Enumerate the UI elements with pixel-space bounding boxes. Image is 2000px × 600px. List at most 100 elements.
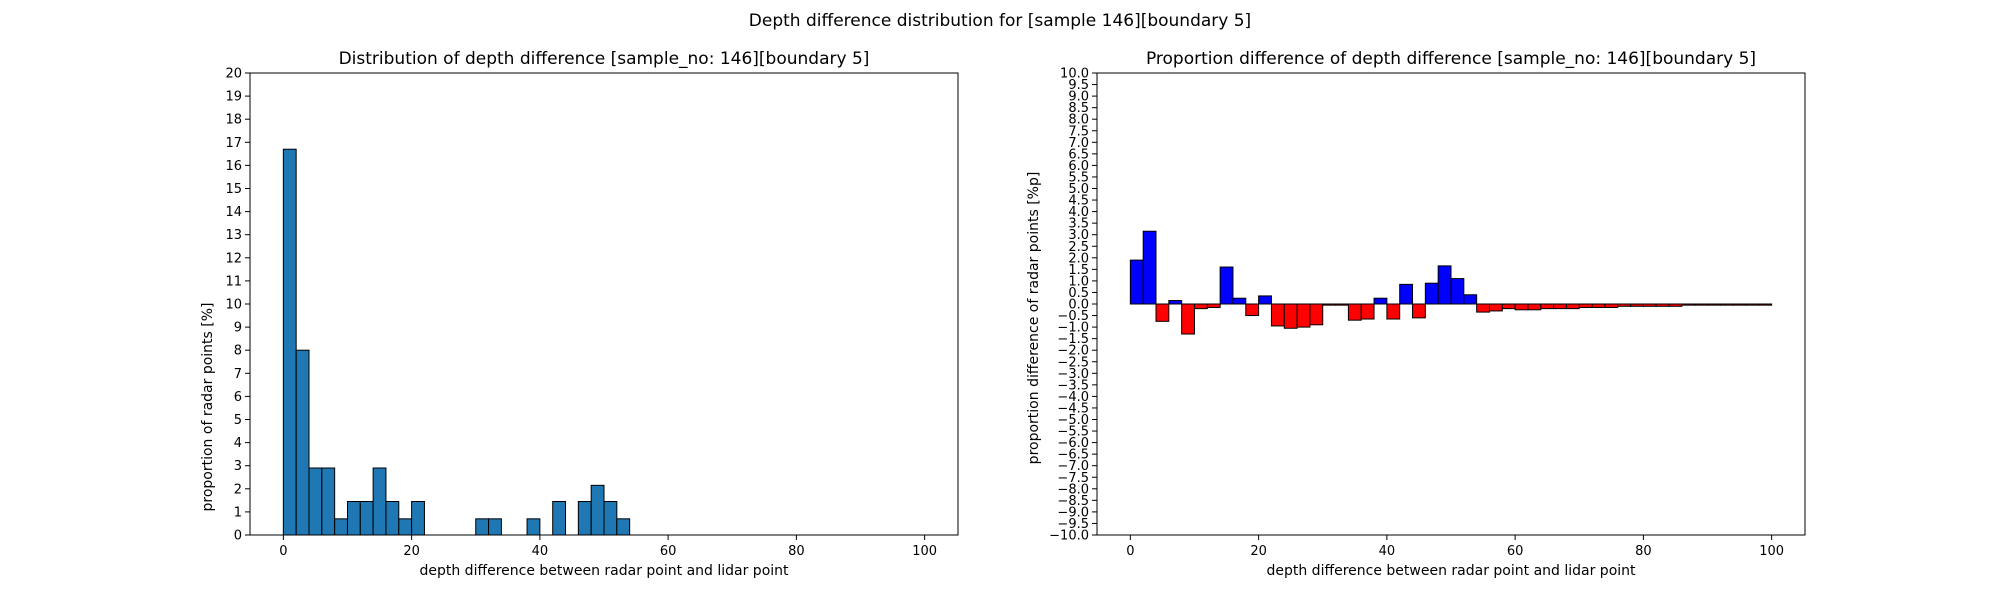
y-tick-label: −8.0 (1057, 482, 1089, 497)
difference-bar (1450, 278, 1465, 305)
y-tick-label: 1.5 (1068, 263, 1089, 278)
y-tick-label: −2.5 (1057, 355, 1089, 370)
y-tick-label: 17 (225, 136, 242, 151)
difference-bar (1424, 282, 1439, 305)
difference-ticks: 0 20 40 60 80 100 10.09.59.08.58.07.57.06.56.0… (1049, 67, 1784, 560)
difference-bar (1527, 303, 1542, 311)
difference-bar (1514, 303, 1529, 311)
y-tick-label: 3.0 (1068, 228, 1089, 243)
x-tick-label: 80 (788, 544, 805, 559)
difference-bar (1283, 303, 1298, 329)
difference-bar (1553, 303, 1567, 310)
histogram-bar (295, 349, 310, 536)
y-tick-label: −5.5 (1057, 425, 1089, 440)
y-tick-label: 6.5 (1068, 147, 1089, 162)
histogram-bar (616, 518, 631, 536)
y-tick-label: 6.0 (1068, 159, 1089, 174)
y-tick-label: 8.5 (1068, 101, 1089, 116)
y-tick-label: 0 (234, 529, 242, 544)
difference-bar (1360, 303, 1375, 320)
difference-bar (1565, 303, 1580, 310)
difference-bar (1412, 303, 1426, 319)
y-tick-label: −7.0 (1057, 459, 1089, 474)
y-tick-label: −3.5 (1057, 378, 1089, 393)
y-tick-label: 5.5 (1068, 170, 1089, 185)
histogram-bar (282, 148, 297, 536)
y-tick-label: −0.5 (1057, 309, 1089, 324)
y-tick-label: 10 (225, 298, 242, 313)
y-tick-label: 6 (234, 390, 242, 405)
difference-bar (1540, 303, 1555, 310)
histogram-xlabel: depth difference between radar point and… (419, 563, 789, 579)
y-tick-label: −9.0 (1057, 505, 1089, 520)
y-tick-label: 0.5 (1068, 286, 1089, 301)
difference-bar (1437, 265, 1452, 305)
histogram-bar (590, 484, 605, 536)
difference-bar (1463, 294, 1478, 305)
difference-panel: Proportion difference of depth differenc… (1026, 49, 1806, 579)
y-tick-label: −6.0 (1057, 436, 1089, 451)
figure-suptitle: Depth difference distribution for [sampl… (749, 11, 1251, 31)
difference-bar (1270, 303, 1285, 327)
histogram-bar (372, 467, 387, 536)
histogram-bar (308, 467, 323, 536)
y-tick-label: −7.5 (1057, 471, 1089, 486)
difference-bar (1476, 303, 1490, 313)
y-tick-label: 7.0 (1068, 136, 1089, 151)
y-tick-label: −10.0 (1049, 529, 1089, 544)
difference-bar (1193, 303, 1208, 310)
y-tick-label: −1.5 (1057, 332, 1089, 347)
y-tick-label: 2 (234, 482, 242, 497)
difference-bar (1591, 303, 1606, 308)
y-tick-label: −5.0 (1057, 413, 1089, 428)
difference-bar (1488, 303, 1503, 312)
difference-bar (1168, 300, 1183, 305)
x-tick-label: 0 (279, 544, 287, 559)
difference-bar (1399, 283, 1414, 305)
y-tick-label: 1 (234, 505, 242, 520)
histogram-bar (488, 518, 502, 536)
y-tick-label: 20 (225, 67, 242, 82)
y-tick-label: 12 (225, 251, 242, 266)
y-tick-label: 14 (225, 205, 242, 220)
y-tick-label: 10.0 (1060, 67, 1089, 82)
y-tick-label: 2.0 (1068, 251, 1089, 266)
difference-bar (1232, 297, 1247, 305)
x-tick-label: 80 (1635, 544, 1652, 559)
histogram-bar (603, 501, 618, 536)
x-tick-label: 20 (1250, 544, 1267, 559)
histogram-bar (577, 501, 592, 536)
y-tick-label: 0.0 (1068, 298, 1089, 313)
y-tick-label: 4.0 (1068, 205, 1089, 220)
y-tick-label: 19 (225, 90, 242, 105)
y-tick-label: −1.0 (1057, 321, 1089, 336)
y-tick-label: 8.0 (1068, 113, 1089, 128)
histogram-bar (385, 501, 400, 536)
x-tick-label: 0 (1126, 544, 1134, 559)
difference-bar (1245, 303, 1260, 317)
y-tick-label: −2.0 (1057, 344, 1089, 359)
y-tick-label: 9.5 (1068, 78, 1089, 93)
y-tick-label: 11 (225, 274, 242, 289)
histogram-bar (359, 501, 374, 536)
difference-bar (1296, 303, 1311, 328)
y-tick-label: 9.0 (1068, 90, 1089, 105)
histogram-ylabel: proportion of radar points [%] (200, 302, 216, 511)
y-tick-label: 18 (225, 113, 242, 128)
y-tick-label: 9 (234, 321, 242, 336)
histogram-bar (475, 518, 490, 536)
y-tick-label: −4.5 (1057, 401, 1089, 416)
difference-xlabel: depth difference between radar point and… (1266, 563, 1636, 579)
difference-bar (1373, 297, 1388, 305)
y-tick-label: 2.5 (1068, 240, 1089, 255)
difference-bar (1309, 303, 1324, 326)
y-tick-label: 3 (234, 459, 242, 474)
difference-bar (1206, 303, 1221, 308)
difference-bar (1604, 303, 1619, 308)
x-tick-label: 100 (912, 544, 937, 559)
x-tick-label: 100 (1759, 544, 1784, 559)
histogram-bar (398, 518, 413, 536)
difference-bar (1501, 303, 1516, 310)
difference-bar (1181, 303, 1195, 335)
